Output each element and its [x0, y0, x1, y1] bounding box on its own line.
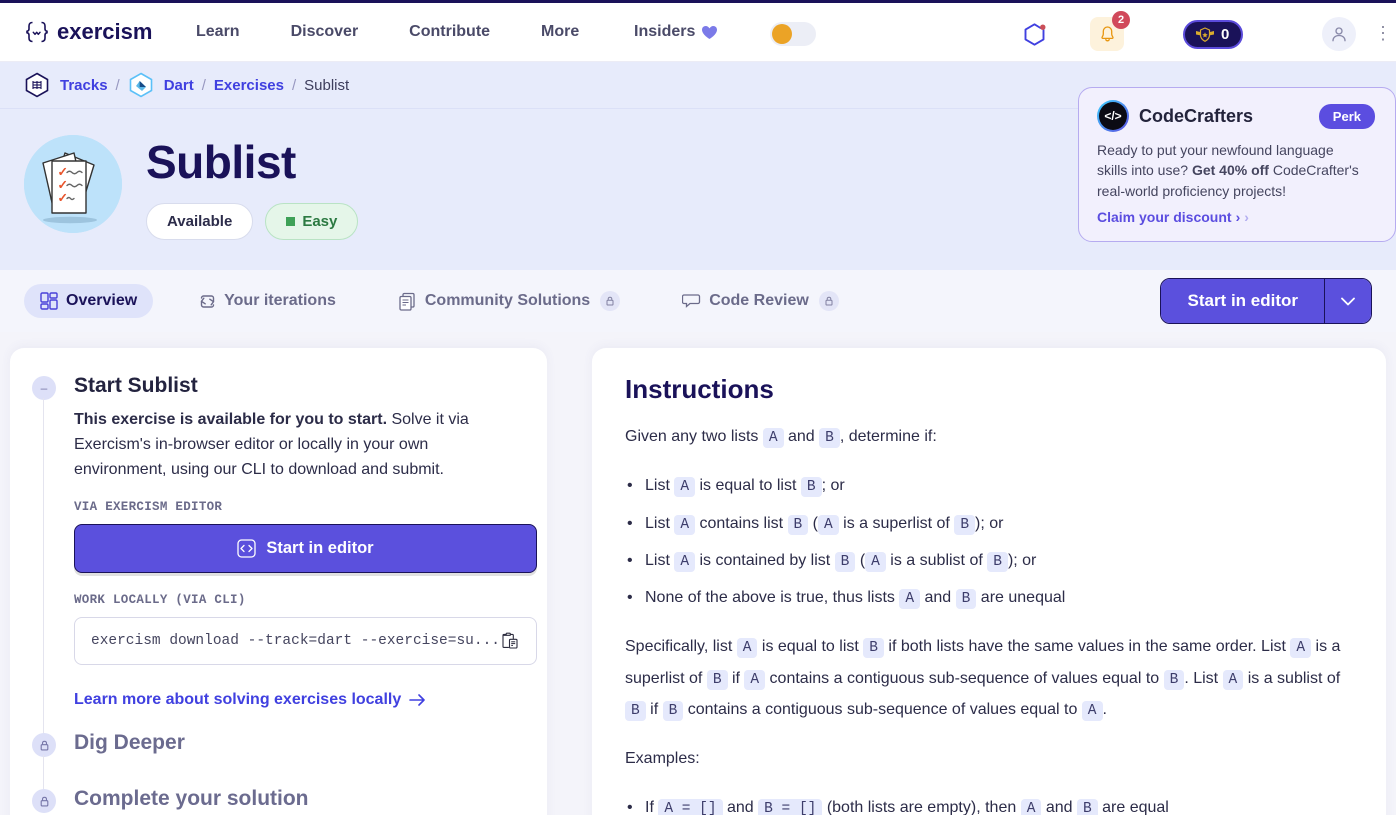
svg-text:✓: ✓ [58, 178, 68, 192]
svg-text:✓: ✓ [58, 165, 68, 179]
svg-text:✓: ✓ [58, 191, 68, 205]
